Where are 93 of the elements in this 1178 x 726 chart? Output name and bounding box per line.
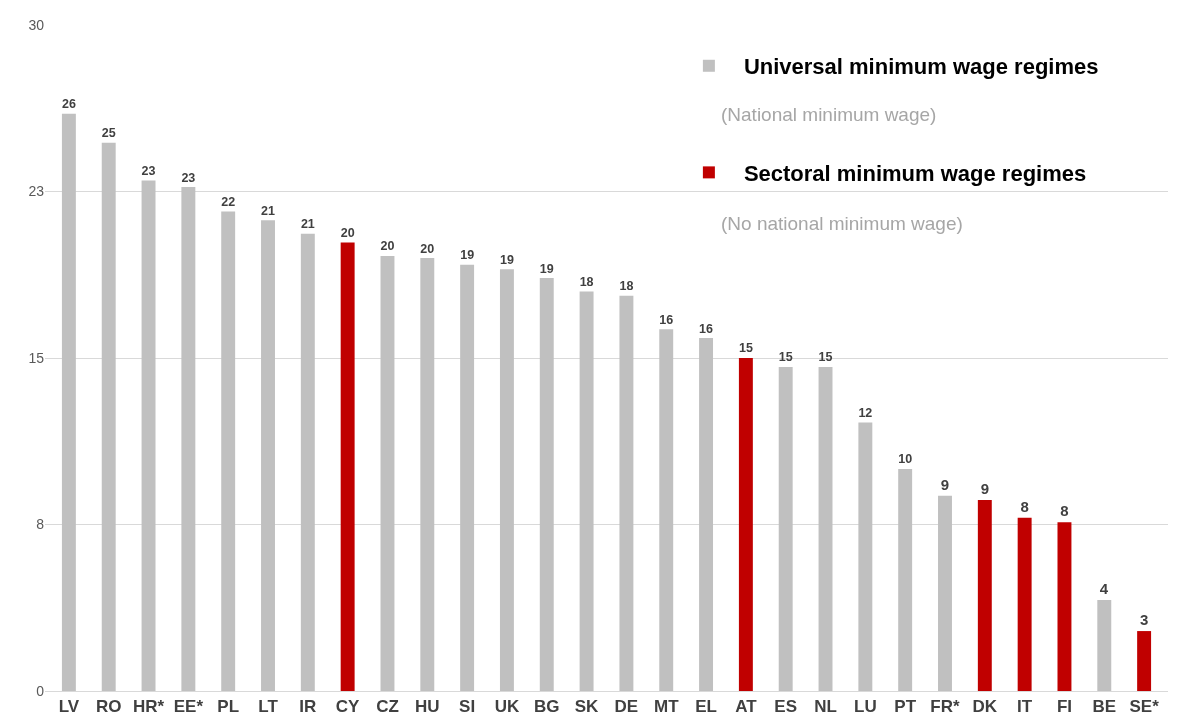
bar [898,469,913,691]
x-tick-label: AT [735,697,758,717]
x-tick-label: EL [695,697,717,717]
bar [181,187,196,691]
data-label: 19 [539,261,554,276]
data-label: 10 [898,452,913,467]
x-tick-label: NL [814,697,837,717]
x-tick-label: SE* [1129,697,1160,717]
data-label: 20 [380,239,395,254]
x-tick-label: IR [299,697,317,717]
bar [340,242,355,691]
x-tick-label: RO [95,697,122,717]
data-label: 3 [1139,611,1149,629]
bar [101,142,116,691]
data-label: 22 [221,194,236,209]
bar [221,211,236,691]
x-tick-label: DK [972,697,998,717]
y-tick-label: 15 [28,349,45,366]
data-label: 21 [300,217,315,232]
y-tick-label: 8 [36,516,45,533]
bar [539,278,554,691]
data-label: 16 [699,321,714,336]
data-label: 8 [1060,502,1069,520]
x-tick-label: CY [335,697,361,717]
data-label: 4 [1099,579,1109,597]
data-label: 18 [619,279,634,294]
bar [380,255,395,691]
bar [977,500,992,691]
bar [1137,631,1152,691]
bar [1017,517,1032,691]
bar [1097,599,1112,691]
data-label: 9 [980,480,989,498]
x-tick-label: SK [574,697,600,717]
bar [261,220,275,691]
x-tick-label: LV [58,697,80,717]
data-label: 9 [940,475,950,493]
legend-label: Universal minimum wage regimes [743,54,1099,80]
data-label: 16 [659,312,674,327]
bar [460,264,475,691]
data-label: 8 [1020,497,1029,515]
data-label: 15 [738,341,753,356]
bar [300,233,315,691]
x-tick-label: PL [217,697,240,717]
bar [659,329,674,691]
x-tick-label: LT [258,697,279,717]
data-label: 15 [778,350,793,365]
data-label: 21 [261,203,276,218]
bar [778,366,793,691]
bar [858,422,873,691]
data-label: 15 [818,350,833,365]
bar [738,358,753,691]
bar [619,295,634,691]
y-tick-label: 0 [36,682,45,699]
x-tick-label: PT [894,697,917,717]
x-tick-label: FR* [930,697,961,717]
data-label: 23 [181,170,196,185]
x-tick-label: UK [494,697,520,717]
x-tick-label: BE [1092,697,1117,717]
data-label: 20 [420,241,435,256]
data-label: 23 [141,163,156,178]
annotation: (No national minimum wage) [721,213,963,234]
bar [420,258,435,691]
x-tick-label: DE [614,697,639,717]
bar [1057,522,1072,691]
bar [499,269,514,691]
x-tick-label: SI [459,697,476,717]
bar [938,495,952,691]
data-label: 19 [499,252,514,267]
x-tick-label: FI [1056,697,1073,717]
x-tick-label: CZ [376,697,399,717]
bar [579,291,594,691]
x-tick-label: HR* [132,697,165,717]
data-label: 19 [460,248,475,263]
x-tick-label: EE* [173,697,204,717]
bar [818,366,833,691]
data-label: 18 [579,274,594,289]
x-tick-label: HU [415,697,440,717]
x-tick-label: ES [774,697,798,717]
x-tick-label: IT [1017,697,1033,717]
x-tick-label: BG [534,697,560,717]
annotation: (National minimum wage) [721,104,937,125]
y-tick-label: 30 [28,16,45,33]
data-label: 20 [340,226,355,241]
data-label: 25 [101,126,116,141]
bar [61,113,76,691]
x-tick-label: LU [854,697,877,717]
y-tick-label: 23 [28,183,45,200]
legend-label: Sectoral minimum wage regimes [743,160,1087,186]
bar [141,180,156,691]
bar [699,338,714,691]
x-tick-label: MT [653,697,680,717]
data-label: 12 [858,405,873,420]
data-label: 26 [61,97,76,112]
